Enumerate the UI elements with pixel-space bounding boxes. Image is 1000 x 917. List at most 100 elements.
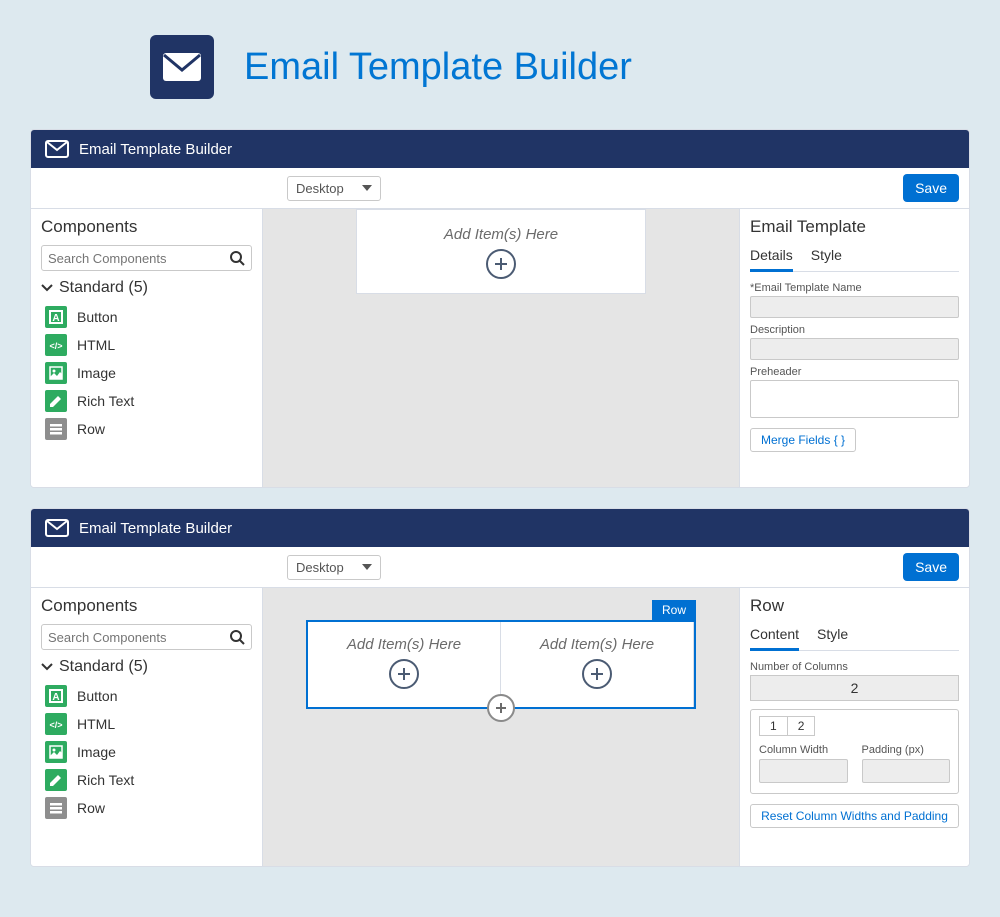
component-label: Image [77,365,116,381]
reset-columns-button[interactable]: Reset Column Widths and Padding [750,804,959,828]
button-icon: A [45,306,67,328]
component-label: Button [77,688,117,704]
group-standard[interactable]: Standard (5) [41,279,252,297]
image-icon [45,362,67,384]
column-tab-1[interactable]: 1 [759,716,788,736]
html-icon: </> [45,713,67,735]
component-row[interactable]: Row [41,415,252,443]
tab-style[interactable]: Style [817,622,848,650]
rich-text-icon [45,769,67,791]
components-title: Components [41,596,252,616]
input-num-columns[interactable]: 2 [750,675,959,701]
toolbar: Desktop Save [31,168,969,209]
search-icon [229,250,245,266]
column-settings: 1 2 Column Width Padding (px) [750,709,959,794]
input-description[interactable] [750,338,959,360]
svg-text:</>: </> [49,720,62,730]
component-image[interactable]: Image [41,738,252,766]
workspace: Components Standard (5) A Button [31,209,969,487]
html-icon: </> [45,334,67,356]
search-icon [229,629,245,645]
search-input[interactable] [48,630,229,645]
component-label: Image [77,744,116,760]
component-html[interactable]: </> HTML [41,331,252,359]
input-column-width[interactable] [759,759,848,783]
group-standard[interactable]: Standard (5) [41,658,252,676]
add-icon[interactable] [582,659,612,689]
rich-text-icon [45,390,67,412]
panel-title: Email Template Builder [79,520,232,537]
row-badge: Row [652,600,696,620]
components-sidebar: Components Standard (5) A Button [31,209,263,487]
svg-text:</>: </> [49,341,62,351]
row-icon [45,418,67,440]
hero: Email Template Builder [30,20,970,129]
column-tab-2[interactable]: 2 [788,716,816,736]
tab-style[interactable]: Style [811,243,842,271]
input-padding[interactable] [862,759,951,783]
toolbar: Desktop Save [31,547,969,588]
component-html[interactable]: </> HTML [41,710,252,738]
properties-tabs: Details Style [750,243,959,272]
properties-title: Email Template [750,217,959,237]
view-mode-select[interactable]: Desktop [287,555,381,580]
row-column-1[interactable]: Add Item(s) Here [308,622,501,707]
group-label: Standard (5) [59,658,148,676]
component-label: Rich Text [77,772,134,788]
hero-title: Email Template Builder [244,46,632,89]
components-sidebar: Components Standard (5) A Button [31,588,263,866]
add-icon[interactable] [389,659,419,689]
mail-icon [45,519,69,537]
row-column-2[interactable]: Add Item(s) Here [501,622,694,707]
mail-icon [150,35,214,99]
input-preheader[interactable] [750,380,959,418]
row-icon [45,797,67,819]
component-button[interactable]: A Button [41,303,252,331]
drop-placeholder: Add Item(s) Here [312,636,496,653]
save-button[interactable]: Save [903,553,959,581]
view-mode-select[interactable]: Desktop [287,176,381,201]
search-components[interactable] [41,624,252,650]
label-num-columns: Number of Columns [750,661,959,673]
component-image[interactable]: Image [41,359,252,387]
drop-zone[interactable]: Add Item(s) Here [356,209,646,294]
chevron-down-icon [362,564,372,570]
input-template-name[interactable] [750,296,959,318]
svg-text:A: A [52,692,59,703]
add-row-icon[interactable] [487,694,515,722]
properties-panel: Row Content Style Number of Columns 2 1 … [739,588,969,866]
component-list: A Button </> HTML Image [41,303,252,443]
label-padding: Padding (px) [862,744,951,756]
properties-title: Row [750,596,959,616]
component-rich-text[interactable]: Rich Text [41,387,252,415]
tab-details[interactable]: Details [750,243,793,272]
drop-placeholder: Add Item(s) Here [367,226,635,243]
label-template-name: *Email Template Name [750,282,959,294]
row-component[interactable]: Row Add Item(s) Here Add Item(s) Here [306,620,696,709]
builder-panel-initial: Email Template Builder Desktop Save Comp… [30,129,970,488]
chevron-down-icon [41,284,53,292]
button-icon: A [45,685,67,707]
component-label: HTML [77,337,115,353]
merge-fields-button[interactable]: Merge Fields { } [750,428,856,452]
component-rich-text[interactable]: Rich Text [41,766,252,794]
search-components[interactable] [41,245,252,271]
component-label: Row [77,800,105,816]
workspace: Components Standard (5) A Button [31,588,969,866]
save-button[interactable]: Save [903,174,959,202]
label-description: Description [750,324,959,336]
chevron-down-icon [41,663,53,671]
component-label: HTML [77,716,115,732]
group-label: Standard (5) [59,279,148,297]
component-button[interactable]: A Button [41,682,252,710]
search-input[interactable] [48,251,229,266]
canvas[interactable]: Row Add Item(s) Here Add Item(s) Here [263,588,739,866]
view-mode-label: Desktop [296,560,344,575]
label-preheader: Preheader [750,366,959,378]
add-icon[interactable] [486,249,516,279]
canvas[interactable]: Add Item(s) Here [263,209,739,487]
drop-placeholder: Add Item(s) Here [505,636,689,653]
tab-content[interactable]: Content [750,622,799,651]
chevron-down-icon [362,185,372,191]
component-row[interactable]: Row [41,794,252,822]
